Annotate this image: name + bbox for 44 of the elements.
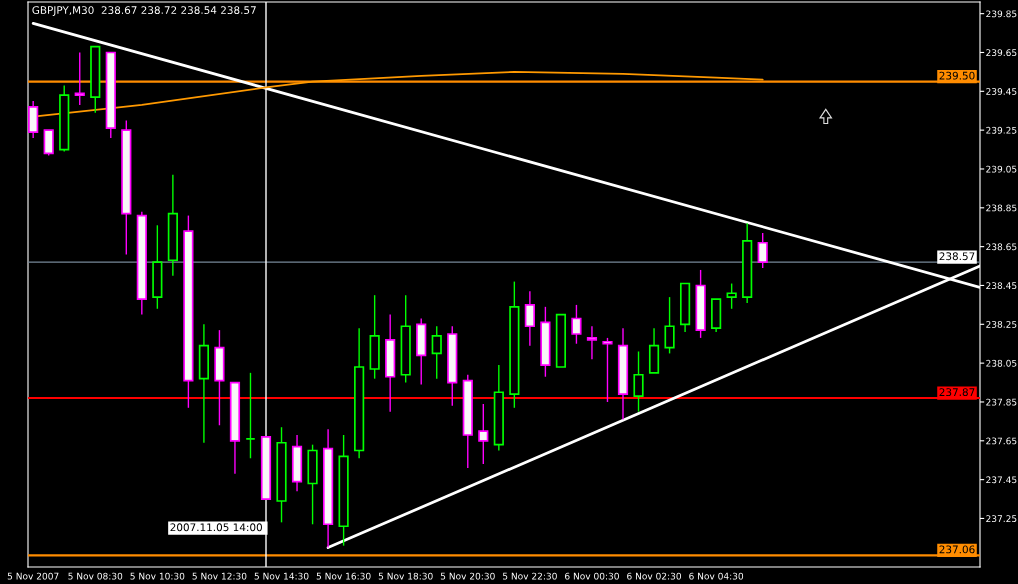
candlestick [757, 232, 768, 269]
y-tick-label: 239.45 [986, 88, 1017, 95]
y-tick-label: 238.45 [986, 282, 1017, 290]
candlestick [74, 51, 85, 106]
candlestick [43, 129, 54, 157]
y-tick-label: 237.45 [986, 476, 1017, 484]
x-tick-label: 5 Nov 08:30 [68, 572, 123, 580]
candlestick [664, 296, 675, 355]
y-tick-label: 239.05 [986, 165, 1017, 173]
y-tick-label: 238.65 [986, 243, 1017, 251]
ref-line-label: 239.50 [939, 71, 975, 80]
y-tick-label: 238.25 [986, 321, 1017, 328]
y-tick-label: 237.65 [986, 437, 1017, 445]
ref-line-label: 237.06 [939, 545, 975, 554]
y-tick-label: 238.05 [986, 359, 1017, 367]
x-tick-label: 5 Nov 12:30 [192, 572, 247, 580]
x-tick-label: 6 Nov 02:30 [627, 572, 681, 580]
x-tick-label: 5 Nov 14:30 [254, 572, 309, 580]
y-tick-label: 237.25 [986, 515, 1017, 523]
x-tick-label: 6 Nov 04:30 [689, 572, 744, 580]
x-tick-label: 5 Nov 20:30 [440, 572, 495, 580]
candlestick [602, 337, 613, 403]
candlestick [431, 325, 442, 380]
x-tick-label: 5 Nov 2007 [7, 572, 59, 580]
y-tick-label: 238.85 [986, 204, 1017, 212]
y-tick-label: 237.85 [986, 398, 1017, 406]
candlestick [726, 282, 737, 310]
y-tick-label: 239.25 [986, 126, 1017, 134]
chart-title: GBPJPY,M30 238.67 238.72 238.54 238.57 [32, 6, 256, 16]
ref-line-label: 237.87 [939, 388, 975, 397]
x-tick-label: 6 Nov 00:30 [565, 572, 619, 580]
candlestick [633, 350, 644, 413]
x-tick-label: 5 Nov 22:30 [503, 572, 557, 580]
candlestick [524, 290, 535, 347]
y-tick-label: 239.85 [986, 10, 1017, 18]
x-tick-label: 5 Nov 10:30 [130, 572, 185, 580]
candlestick [571, 304, 582, 345]
candlestick [586, 325, 598, 360]
x-tick-label: 5 Nov 18:30 [378, 572, 433, 580]
y-tick-label: 239.65 [986, 49, 1017, 57]
ref-line-label: 2007.11.05 14:00 [170, 523, 262, 532]
candlestick [478, 403, 489, 465]
ref-line-label: 238.57 [939, 252, 975, 261]
x-tick-label: 5 Nov 16:30 [316, 572, 371, 580]
